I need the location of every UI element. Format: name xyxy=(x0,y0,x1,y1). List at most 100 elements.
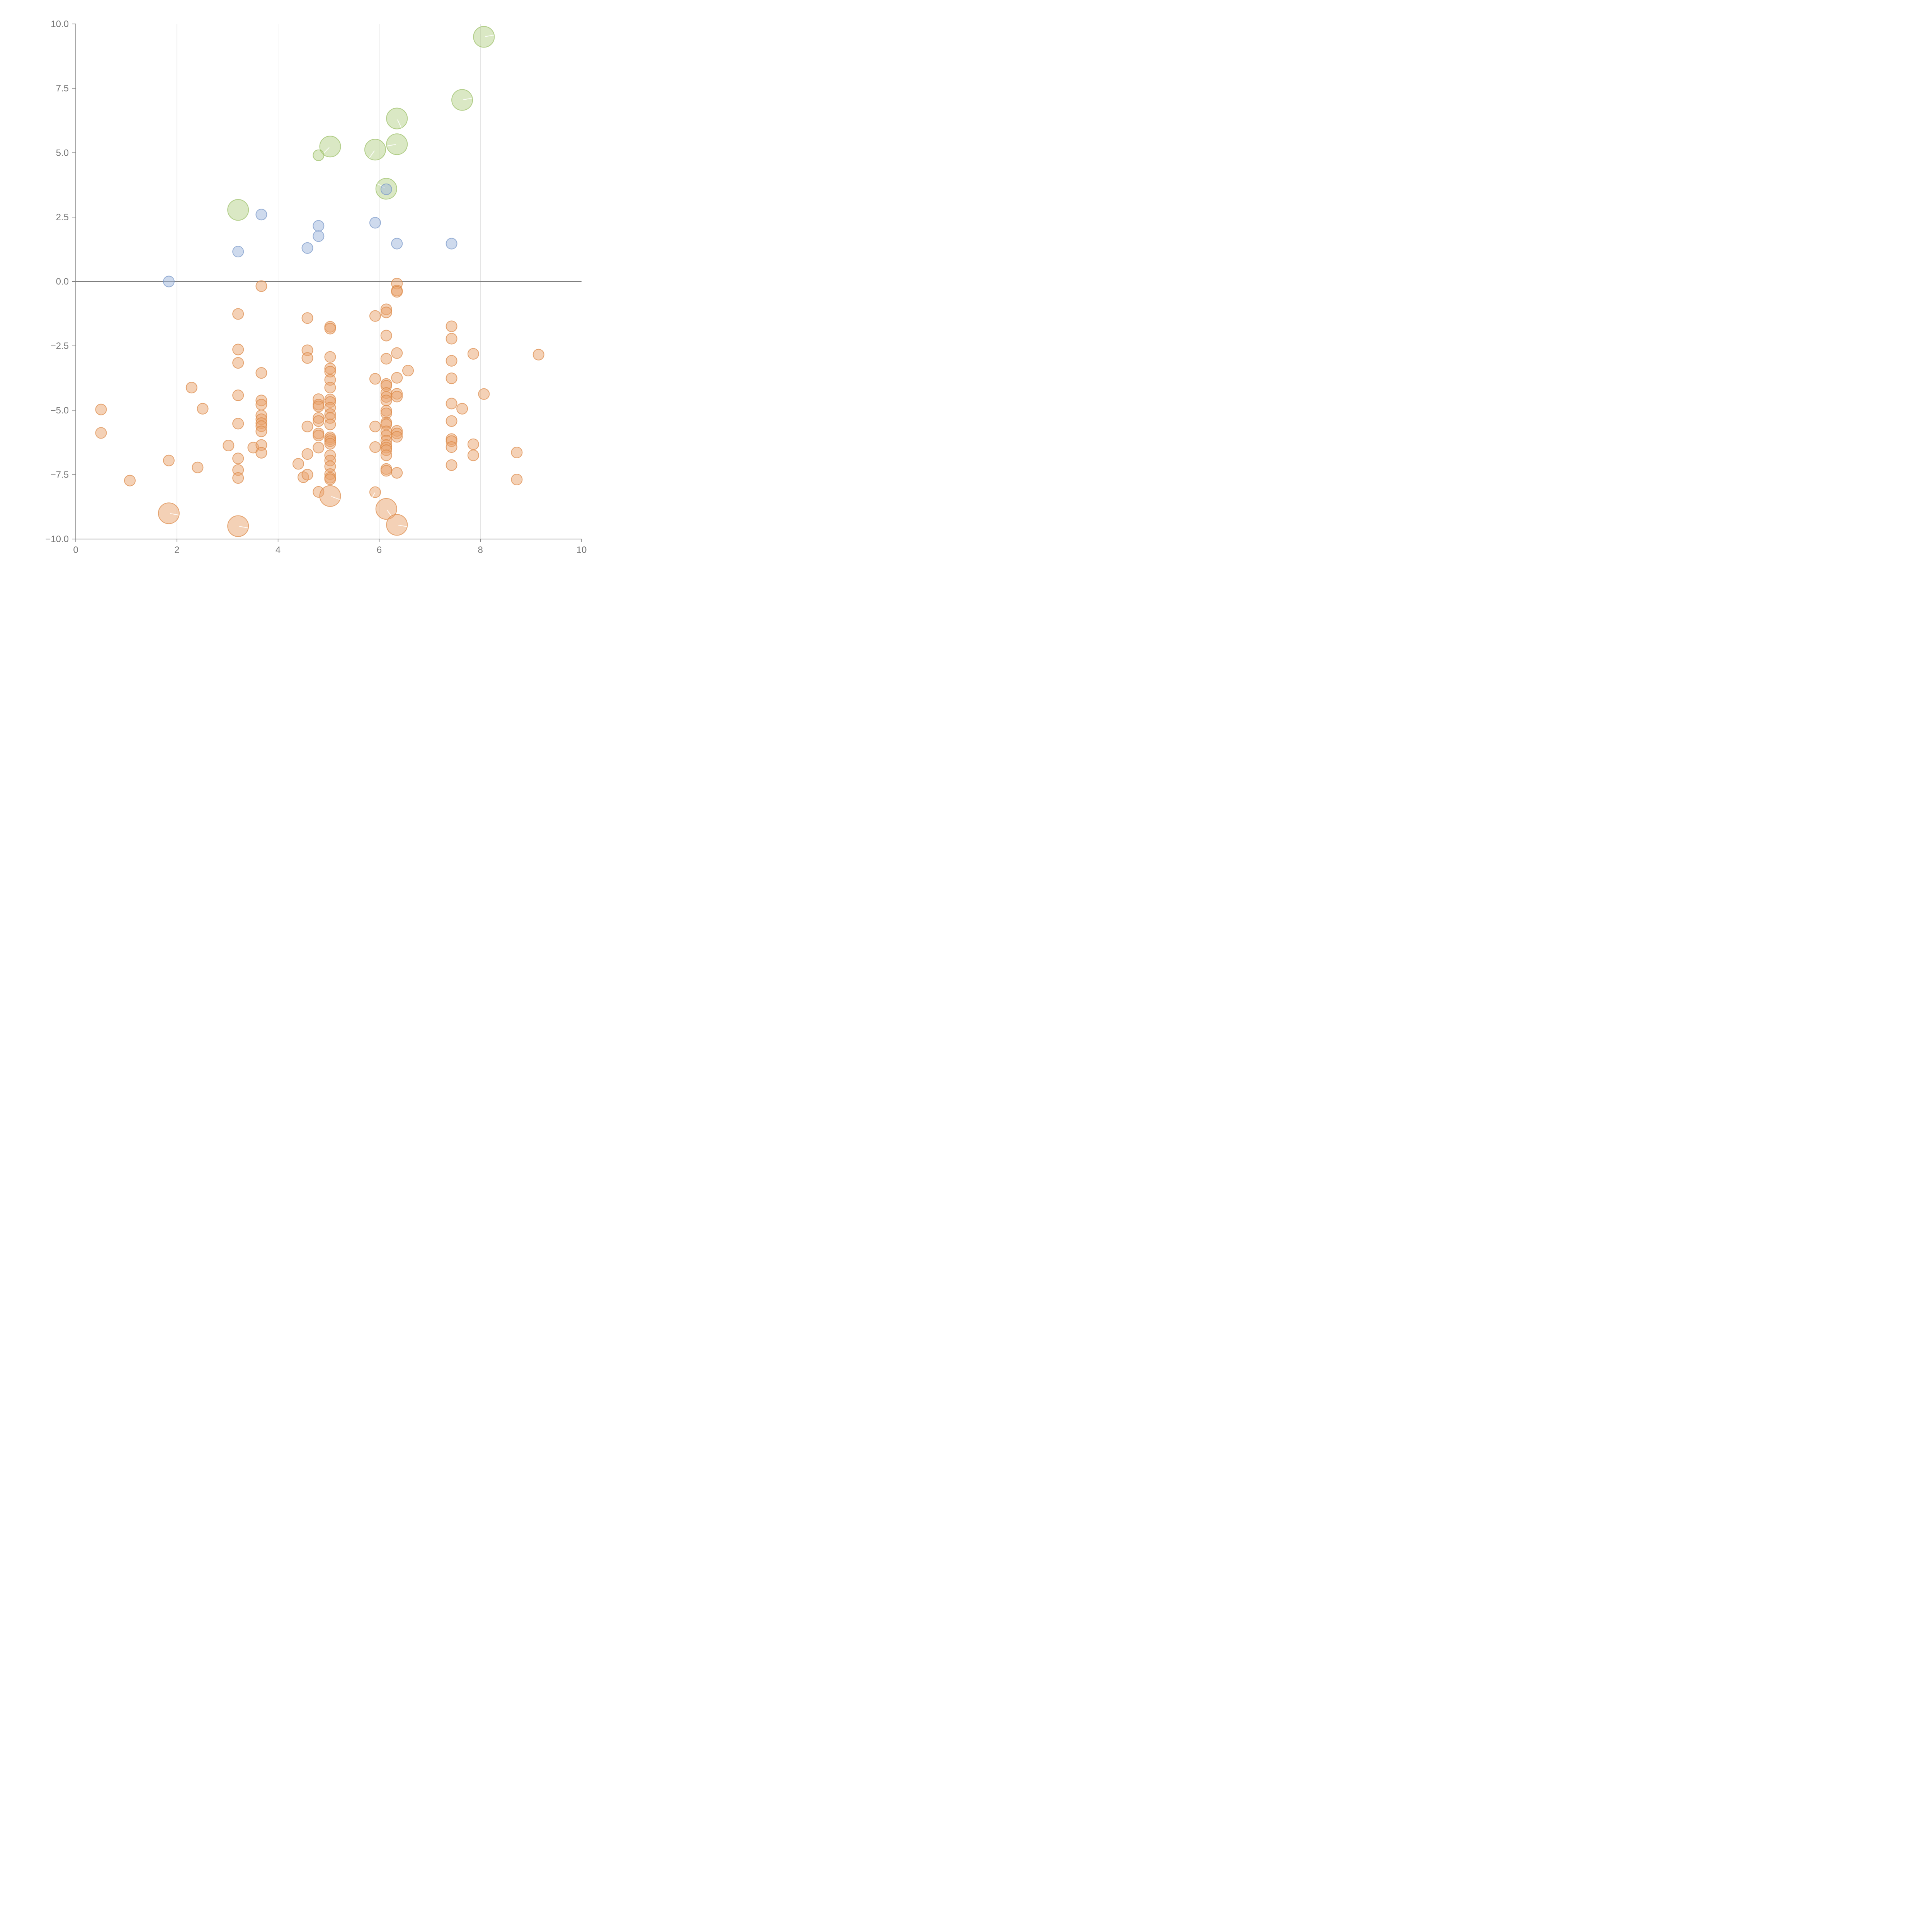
point-green-2 xyxy=(386,107,408,129)
point-marker-green-5 xyxy=(386,144,396,146)
point-orange-20 xyxy=(255,399,267,411)
point-orange-128 xyxy=(158,502,180,524)
point-orange-35 xyxy=(301,469,313,481)
point-marker-green-4 xyxy=(369,150,375,158)
point-orange-32 xyxy=(301,352,313,364)
point-orange-113 xyxy=(446,372,457,384)
point-orange-17 xyxy=(255,280,267,292)
point-orange-112 xyxy=(446,355,457,367)
point-orange-13 xyxy=(232,452,244,464)
scatter-chart: 0 2 4 6 8 10 10.0 7.5 5.0 2.5 0.0 −2.5 −5.0 −7.5 −10.0 xyxy=(45,19,587,555)
point-orange-2 xyxy=(124,474,136,486)
point-blue-6 xyxy=(369,217,381,229)
point-orange-119 xyxy=(446,459,457,471)
point-marker-green-0 xyxy=(485,34,494,37)
point-orange-0 xyxy=(95,403,107,415)
point-orange-125 xyxy=(511,447,523,459)
x-tick-label: 0 xyxy=(73,545,78,555)
x-tick-label: 6 xyxy=(377,545,382,555)
point-orange-108 xyxy=(386,514,408,536)
point-orange-11 xyxy=(232,389,244,401)
point-orange-9 xyxy=(232,344,244,355)
point-orange-73 xyxy=(369,486,381,498)
point-green-5 xyxy=(386,133,408,155)
point-green-4 xyxy=(364,139,386,161)
point-orange-33 xyxy=(301,420,313,432)
point-orange-111 xyxy=(446,333,457,345)
point-orange-47 xyxy=(324,351,336,363)
point-blue-8 xyxy=(391,238,403,250)
point-orange-107 xyxy=(391,467,403,479)
points-layer xyxy=(95,26,544,537)
point-orange-46 xyxy=(324,323,336,335)
point-green-1 xyxy=(451,89,473,111)
y-tick-label: 2.5 xyxy=(56,212,69,223)
point-orange-77 xyxy=(380,353,392,365)
point-orange-67 xyxy=(324,473,336,485)
point-orange-57 xyxy=(324,418,336,430)
point-orange-126 xyxy=(511,474,523,486)
point-orange-40 xyxy=(313,415,325,427)
point-orange-43 xyxy=(313,442,325,454)
point-orange-10 xyxy=(232,357,244,369)
point-orange-18 xyxy=(255,367,267,379)
point-green-0 xyxy=(473,26,495,48)
y-tick-label: 7.5 xyxy=(56,83,69,94)
point-blue-5 xyxy=(313,230,325,242)
point-orange-100 xyxy=(391,347,403,359)
point-marker-orange-129 xyxy=(239,526,248,529)
point-orange-42 xyxy=(313,430,325,442)
x-tick-label: 2 xyxy=(174,545,179,555)
point-orange-5 xyxy=(192,461,204,473)
point-orange-95 xyxy=(380,465,392,477)
x-tick-label: 8 xyxy=(478,545,483,555)
point-orange-82 xyxy=(380,395,392,406)
point-blue-0 xyxy=(163,276,175,287)
point-orange-7 xyxy=(223,440,235,452)
point-orange-8 xyxy=(232,308,244,320)
point-orange-110 xyxy=(446,320,457,332)
point-orange-76 xyxy=(380,330,392,342)
point-orange-103 xyxy=(391,391,403,403)
point-orange-115 xyxy=(446,415,457,427)
point-orange-96 xyxy=(375,498,397,520)
point-orange-3 xyxy=(163,454,175,466)
point-marker-green-3 xyxy=(323,147,330,154)
point-orange-71 xyxy=(369,420,381,432)
point-orange-122 xyxy=(467,438,479,450)
point-orange-34 xyxy=(301,448,313,460)
point-green-8 xyxy=(227,199,249,221)
y-tick-label: −10.0 xyxy=(45,534,69,544)
point-blue-7 xyxy=(380,183,392,195)
point-orange-114 xyxy=(446,398,457,410)
y-tick-label: 5.0 xyxy=(56,148,69,158)
y-tick-label: 0.0 xyxy=(56,277,69,287)
point-marker-green-1 xyxy=(463,98,473,100)
point-orange-72 xyxy=(369,441,381,453)
point-orange-69 xyxy=(369,310,381,322)
point-marker-orange-73 xyxy=(372,492,375,497)
point-blue-4 xyxy=(313,220,325,232)
point-orange-6 xyxy=(197,403,209,415)
point-orange-127 xyxy=(532,349,544,361)
y-tick-label: −5.0 xyxy=(51,405,69,416)
point-orange-106 xyxy=(391,431,403,443)
axes-layer: 0 2 4 6 8 10 10.0 7.5 5.0 2.5 0.0 −2.5 −5.0 −7.5 −10.0 xyxy=(45,19,587,555)
point-orange-27 xyxy=(255,447,267,459)
x-tick-label: 4 xyxy=(276,545,281,555)
point-orange-120 xyxy=(456,403,468,415)
point-orange-4 xyxy=(185,382,197,394)
point-orange-28 xyxy=(292,458,304,470)
point-orange-25 xyxy=(255,425,267,437)
point-blue-9 xyxy=(446,238,457,250)
point-blue-1 xyxy=(232,246,244,258)
point-orange-51 xyxy=(324,382,336,394)
point-blue-2 xyxy=(255,209,267,221)
point-orange-129 xyxy=(227,515,249,537)
point-green-6 xyxy=(313,149,325,161)
point-orange-93 xyxy=(380,449,392,461)
point-orange-124 xyxy=(478,388,490,400)
y-tick-label: −7.5 xyxy=(51,469,69,480)
point-marker-green-2 xyxy=(397,119,402,128)
point-orange-101 xyxy=(391,372,403,384)
